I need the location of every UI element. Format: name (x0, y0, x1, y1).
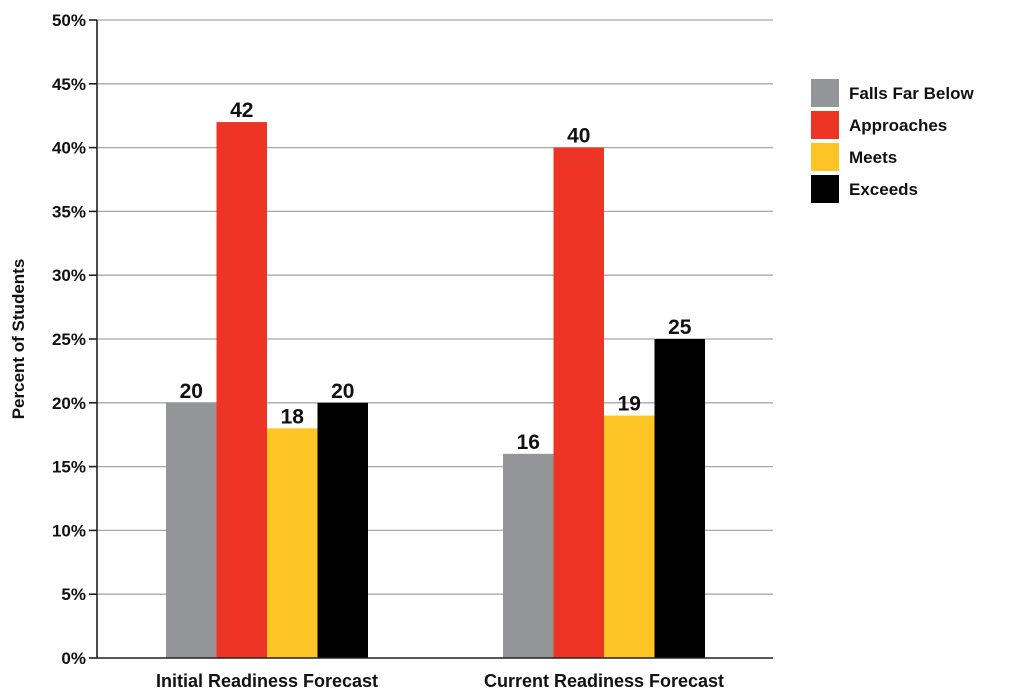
y-tick-label: 35% (52, 202, 86, 221)
bar (216, 122, 267, 658)
data-label: 42 (230, 99, 253, 122)
data-label: 19 (618, 393, 641, 416)
y-tick-label: 45% (52, 75, 86, 94)
legend: Falls Far Below Approaches Meets Exceeds (811, 79, 974, 203)
y-tick-label: 50% (52, 11, 86, 30)
y-tick-label: 40% (52, 139, 86, 158)
y-axis-title: Percent of Students (9, 259, 28, 420)
legend-label: Exceeds (849, 180, 918, 199)
data-labels: 20 42 18 20 16 40 19 25 (180, 99, 692, 454)
legend-label: Falls Far Below (849, 84, 974, 103)
y-ticks: 0% 5% 10% 15% 20% 25% 30% 35% 40% 45% 50% (52, 11, 97, 668)
bars (166, 122, 705, 658)
bar (317, 402, 368, 658)
data-label: 40 (567, 125, 590, 148)
data-label: 20 (331, 380, 354, 403)
legend-swatch (811, 111, 839, 139)
data-label: 20 (180, 380, 203, 403)
y-tick-label: 30% (52, 266, 86, 285)
y-tick-label: 15% (52, 458, 86, 477)
data-label: 25 (668, 316, 692, 339)
y-tick-label: 25% (52, 330, 86, 349)
y-tick-label: 10% (52, 521, 86, 540)
legend-swatch (811, 175, 839, 203)
bar (267, 428, 318, 658)
category-label: Initial Readiness Forecast (156, 671, 378, 691)
bar (604, 415, 655, 658)
bar (166, 402, 217, 658)
legend-swatch (811, 143, 839, 171)
legend-label: Approaches (849, 116, 947, 135)
legend-label: Meets (849, 148, 897, 167)
category-labels: Initial Readiness Forecast Current Readin… (156, 671, 724, 691)
bar (553, 147, 604, 658)
data-label: 18 (281, 405, 305, 428)
data-label: 16 (517, 431, 540, 454)
y-tick-label: 20% (52, 394, 86, 413)
y-tick-label: 5% (61, 585, 86, 604)
legend-swatch (811, 79, 839, 107)
y-tick-label: 0% (61, 649, 86, 668)
bar (654, 339, 705, 658)
category-label: Current Readiness Forecast (484, 671, 724, 691)
bar (503, 453, 554, 658)
